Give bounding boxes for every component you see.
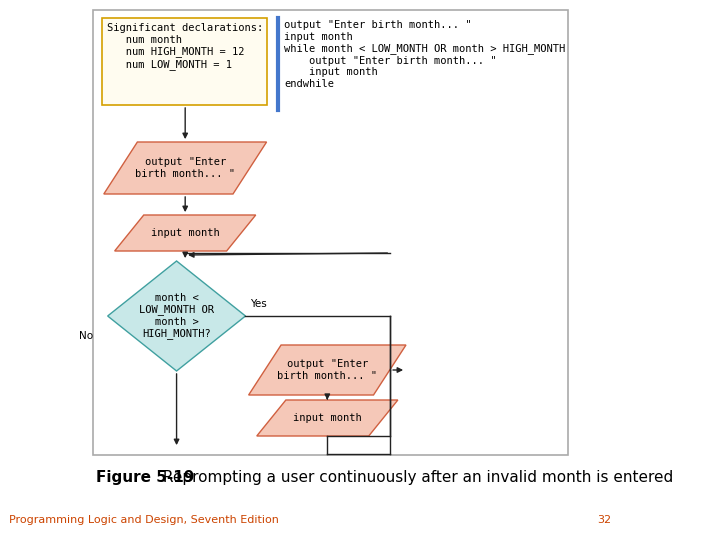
Text: input month: input month	[150, 228, 220, 238]
Polygon shape	[108, 261, 246, 371]
Text: No: No	[79, 331, 93, 341]
Text: Programming Logic and Design, Seventh Edition: Programming Logic and Design, Seventh Ed…	[9, 515, 279, 525]
Text: month <
LOW_MONTH OR
month >
HIGH_MONTH?: month < LOW_MONTH OR month > HIGH_MONTH?	[139, 293, 214, 339]
Text: 32: 32	[598, 515, 611, 525]
Text: Reprompting a user continuously after an invalid month is entered: Reprompting a user continuously after an…	[158, 470, 674, 485]
Polygon shape	[102, 18, 267, 105]
Text: output "Enter
birth month... ": output "Enter birth month... "	[277, 359, 377, 381]
Polygon shape	[114, 215, 256, 251]
Polygon shape	[93, 10, 569, 455]
Polygon shape	[104, 142, 266, 194]
Polygon shape	[248, 345, 406, 395]
Text: input month: input month	[293, 413, 361, 423]
Text: output "Enter birth month... "
input month
while month < LOW_MONTH OR month > HI: output "Enter birth month... " input mon…	[284, 20, 565, 89]
Polygon shape	[257, 400, 398, 436]
Text: Figure 5-19: Figure 5-19	[96, 470, 195, 485]
Text: Yes: Yes	[250, 299, 266, 309]
Text: output "Enter
birth month... ": output "Enter birth month... "	[135, 157, 235, 179]
Text: Significant declarations:
   num month
   num HIGH_MONTH = 12
   num LOW_MONTH =: Significant declarations: num month num …	[107, 23, 263, 70]
